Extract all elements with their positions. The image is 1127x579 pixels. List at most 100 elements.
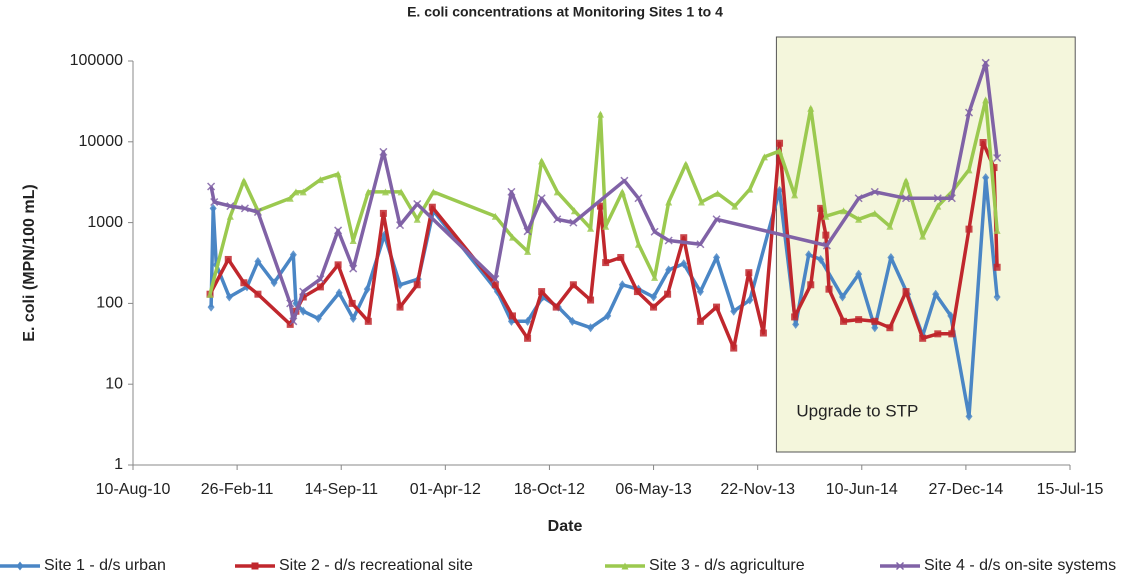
marker bbox=[363, 284, 371, 294]
marker bbox=[664, 290, 672, 298]
marker bbox=[349, 237, 357, 245]
marker bbox=[254, 257, 262, 267]
marker bbox=[746, 295, 754, 305]
marker bbox=[696, 240, 705, 249]
marker bbox=[886, 222, 894, 230]
marker bbox=[965, 166, 973, 174]
marker bbox=[286, 299, 295, 308]
marker bbox=[349, 314, 357, 324]
marker bbox=[887, 252, 895, 262]
marker bbox=[491, 275, 500, 284]
marker bbox=[381, 188, 389, 196]
marker bbox=[822, 241, 831, 250]
marker bbox=[316, 275, 325, 284]
legend-label: Site 2 - d/s recreational site bbox=[279, 557, 473, 574]
marker bbox=[587, 323, 595, 333]
x-tick-label: 27-Dec-14 bbox=[929, 481, 1004, 498]
marker bbox=[226, 212, 234, 220]
marker bbox=[225, 292, 233, 302]
x-axis-label: Date bbox=[548, 518, 583, 535]
marker bbox=[618, 188, 626, 196]
marker bbox=[524, 316, 532, 326]
y-tick-label: 1 bbox=[114, 456, 123, 473]
marker bbox=[316, 176, 324, 184]
marker bbox=[855, 269, 863, 279]
marker bbox=[965, 411, 973, 421]
marker bbox=[650, 303, 658, 311]
marker bbox=[620, 176, 629, 185]
marker bbox=[224, 255, 232, 263]
marker bbox=[348, 299, 356, 307]
marker bbox=[650, 227, 659, 236]
marker bbox=[617, 253, 625, 261]
marker bbox=[334, 226, 343, 235]
marker bbox=[491, 212, 499, 220]
marker bbox=[553, 215, 562, 224]
x-tick-label: 18-Oct-12 bbox=[514, 481, 585, 498]
marker bbox=[587, 296, 595, 304]
marker bbox=[697, 198, 705, 206]
marker bbox=[507, 187, 516, 196]
marker bbox=[712, 215, 721, 224]
marker bbox=[618, 280, 626, 290]
marker bbox=[807, 281, 815, 289]
marker bbox=[240, 204, 249, 213]
marker bbox=[713, 303, 721, 311]
legend-item: Site 1 - d/s urban bbox=[0, 557, 166, 574]
marker bbox=[596, 110, 604, 118]
marker bbox=[569, 281, 577, 289]
x-tick-label: 26-Feb-11 bbox=[201, 481, 274, 498]
marker bbox=[902, 288, 910, 296]
marker bbox=[396, 280, 404, 290]
marker bbox=[429, 188, 437, 196]
y-tick-label: 100000 bbox=[70, 52, 123, 69]
marker bbox=[226, 202, 235, 211]
marker bbox=[335, 288, 343, 298]
marker bbox=[289, 317, 298, 326]
marker bbox=[508, 312, 516, 320]
chart-title: E. coli concentrations at Monitoring Sit… bbox=[407, 4, 723, 20]
marker bbox=[210, 197, 219, 207]
marker bbox=[855, 316, 863, 324]
marker bbox=[634, 194, 643, 203]
marker bbox=[553, 188, 561, 196]
marker bbox=[932, 289, 940, 299]
marker bbox=[730, 306, 738, 316]
marker bbox=[428, 203, 436, 211]
marker bbox=[680, 234, 688, 242]
marker bbox=[776, 147, 784, 155]
marker bbox=[379, 147, 388, 156]
marker bbox=[759, 329, 767, 337]
marker bbox=[919, 334, 927, 342]
x-tick-label: 14-Sep-11 bbox=[304, 481, 378, 498]
marker bbox=[934, 330, 942, 338]
marker bbox=[665, 265, 673, 275]
marker bbox=[871, 323, 879, 333]
marker bbox=[840, 207, 848, 215]
marker bbox=[299, 287, 308, 296]
marker bbox=[990, 164, 998, 172]
legend-label: Site 4 - d/s on-site systems bbox=[924, 557, 1116, 574]
marker bbox=[696, 317, 704, 325]
marker bbox=[292, 188, 300, 196]
marker bbox=[604, 311, 612, 321]
marker bbox=[919, 232, 927, 240]
marker bbox=[665, 198, 673, 206]
marker bbox=[316, 283, 324, 291]
marker bbox=[568, 316, 576, 326]
marker bbox=[364, 188, 372, 196]
marker bbox=[947, 194, 956, 203]
marker bbox=[523, 227, 532, 236]
marker bbox=[396, 221, 405, 230]
marker bbox=[289, 250, 297, 260]
marker bbox=[895, 561, 905, 571]
marker bbox=[552, 303, 560, 311]
marker bbox=[651, 273, 659, 281]
marker bbox=[379, 209, 387, 217]
marker bbox=[253, 208, 262, 217]
marker bbox=[964, 108, 974, 117]
x-tick-label: 10-Aug-10 bbox=[96, 481, 171, 498]
marker bbox=[602, 259, 610, 267]
marker bbox=[871, 317, 879, 325]
